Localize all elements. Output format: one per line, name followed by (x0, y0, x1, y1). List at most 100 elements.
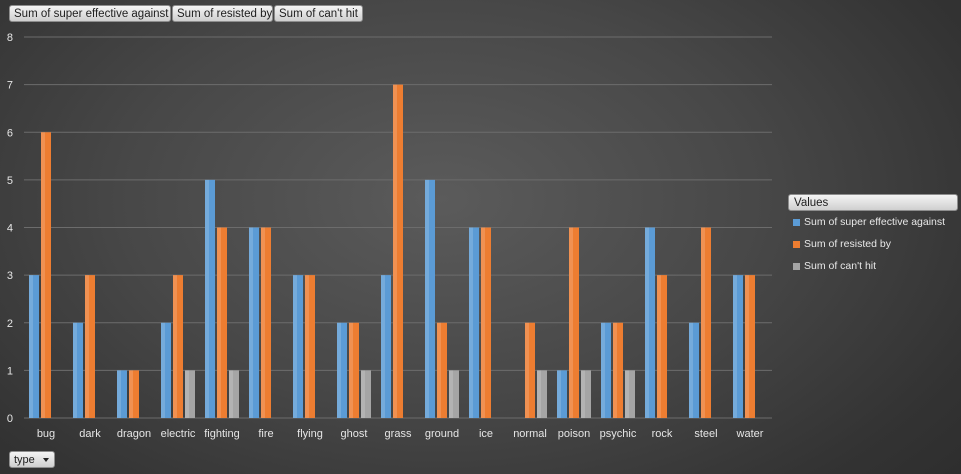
bar-steel-series-1[interactable] (701, 227, 711, 419)
bar-highlight (205, 179, 209, 418)
bar-highlight (745, 275, 749, 418)
bar-highlight (249, 227, 253, 418)
bar-highlight (625, 370, 629, 418)
bar-highlight (185, 370, 189, 418)
x-tick-label: fire (258, 428, 273, 440)
bar-highlight (645, 227, 649, 418)
bar-highlight (293, 275, 297, 418)
y-tick-label: 7 (7, 80, 13, 92)
bar-ice-series-1[interactable] (481, 227, 491, 419)
legend-title[interactable]: Values (788, 194, 958, 211)
bar-series (29, 84, 755, 419)
x-tick-label: ground (425, 428, 459, 440)
x-tick-label: steel (694, 428, 717, 440)
x-tick-label: dark (79, 428, 101, 440)
bar-highlight (393, 84, 397, 418)
bar-fire-series-0[interactable] (249, 227, 259, 419)
bar-highlight (537, 370, 541, 418)
type-field-label: type (14, 454, 35, 466)
bar-dragon-series-0[interactable] (117, 370, 127, 418)
bar-water-series-1[interactable] (745, 275, 755, 418)
bar-highlight (41, 132, 45, 418)
filter-button-resisted-by[interactable]: Sum of resisted by (172, 5, 273, 22)
x-tick-label: water (736, 428, 764, 440)
y-tick-label: 2 (7, 318, 13, 330)
bar-water-series-0[interactable] (733, 275, 743, 418)
type-field-dropdown[interactable]: type (9, 451, 55, 468)
x-tick-label: flying (297, 428, 323, 440)
bar-psychic-series-2[interactable] (625, 370, 635, 418)
bar-highlight (173, 275, 177, 418)
bar-highlight (73, 322, 77, 418)
y-axis-tick-labels: 0 1 2 3 4 5 6 7 8 (7, 32, 13, 425)
filter-button-cant-hit[interactable]: Sum of can't hit (274, 5, 363, 22)
bar-ghost-series-1[interactable] (349, 322, 359, 418)
bar-highlight (361, 370, 365, 418)
bar-highlight (85, 275, 89, 418)
bar-dark-series-1[interactable] (85, 275, 95, 418)
bar-ground-series-0[interactable] (425, 179, 435, 418)
bar-ghost-series-0[interactable] (337, 322, 347, 418)
bar-highlight (525, 322, 529, 418)
bar-highlight (689, 322, 693, 418)
bar-highlight (437, 322, 441, 418)
bar-electric-series-0[interactable] (161, 322, 171, 418)
legend-swatch (793, 219, 800, 226)
bar-highlight (469, 227, 473, 418)
bar-psychic-series-0[interactable] (601, 322, 611, 418)
bar-fighting-series-0[interactable] (205, 179, 215, 418)
bar-highlight (557, 370, 561, 418)
bar-rock-series-1[interactable] (657, 275, 667, 418)
bar-poison-series-0[interactable] (557, 370, 567, 418)
bar-steel-series-0[interactable] (689, 322, 699, 418)
bar-flying-series-1[interactable] (305, 275, 315, 418)
y-tick-label: 1 (7, 365, 13, 377)
bar-rock-series-0[interactable] (645, 227, 655, 419)
bar-electric-series-1[interactable] (173, 275, 183, 418)
bar-fighting-series-2[interactable] (229, 370, 239, 418)
legend-swatch (793, 241, 800, 248)
bar-highlight (29, 275, 33, 418)
filter-button-super-effective[interactable]: Sum of super effective against (9, 5, 171, 22)
y-tick-label: 3 (7, 270, 13, 282)
bar-highlight (425, 179, 429, 418)
x-axis-tick-labels: bug dark dragon electric fighting fire flying g… (37, 428, 764, 440)
bar-poison-series-2[interactable] (581, 370, 591, 418)
x-tick-label: normal (513, 428, 547, 440)
bar-grass-series-0[interactable] (381, 275, 391, 418)
bar-highlight (657, 275, 661, 418)
bar-ice-series-0[interactable] (469, 227, 479, 419)
bar-highlight (581, 370, 585, 418)
y-tick-label: 5 (7, 175, 13, 187)
bar-fighting-series-1[interactable] (217, 227, 227, 419)
legend-label: Sum of super effective against (804, 216, 946, 228)
bar-poison-series-1[interactable] (569, 227, 579, 419)
bar-dark-series-0[interactable] (73, 322, 83, 418)
bar-normal-series-1[interactable] (525, 322, 535, 418)
bar-normal-series-2[interactable] (537, 370, 547, 418)
bar-dragon-series-1[interactable] (129, 370, 139, 418)
bar-bug-series-0[interactable] (29, 275, 39, 418)
bar-highlight (569, 227, 573, 418)
bar-fire-series-1[interactable] (261, 227, 271, 419)
bar-highlight (217, 227, 221, 418)
bar-highlight (261, 227, 265, 418)
x-tick-label: dragon (117, 428, 151, 440)
y-tick-label: 6 (7, 127, 13, 139)
bar-highlight (481, 227, 485, 418)
bar-bug-series-1[interactable] (41, 132, 51, 418)
bar-psychic-series-1[interactable] (613, 322, 623, 418)
bar-electric-series-2[interactable] (185, 370, 195, 418)
bar-ghost-series-2[interactable] (361, 370, 371, 418)
bar-ground-series-2[interactable] (449, 370, 459, 418)
bar-highlight (229, 370, 233, 418)
bar-highlight (733, 275, 737, 418)
x-tick-label: grass (385, 428, 412, 440)
bar-grass-series-1[interactable] (393, 84, 403, 418)
bar-ground-series-1[interactable] (437, 322, 447, 418)
bar-highlight (337, 322, 341, 418)
bar-flying-series-0[interactable] (293, 275, 303, 418)
bar-highlight (117, 370, 121, 418)
legend-swatch (793, 263, 800, 270)
